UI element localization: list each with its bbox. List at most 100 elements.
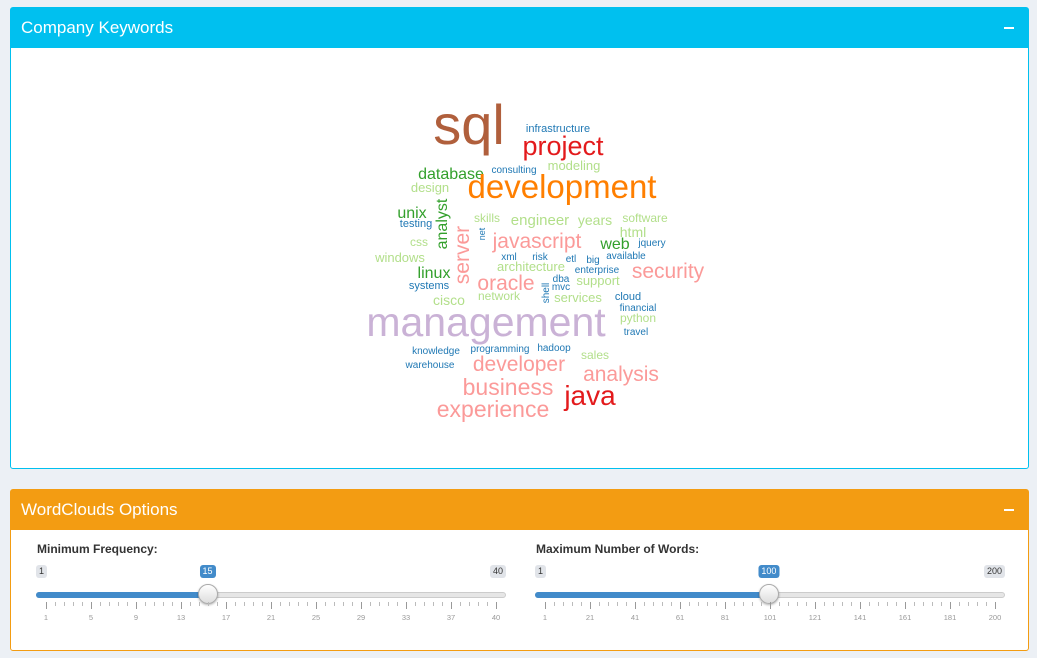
word-programming: programming bbox=[471, 344, 530, 355]
slider-tick bbox=[635, 602, 636, 609]
slider-tick bbox=[554, 602, 555, 606]
slider-tick-label: 41 bbox=[630, 613, 640, 622]
word-years: years bbox=[578, 212, 612, 228]
slider-tick bbox=[46, 602, 47, 609]
slider-handle[interactable] bbox=[197, 584, 218, 604]
word-cloud: cloud bbox=[615, 291, 641, 303]
slider-tick bbox=[626, 602, 627, 606]
slider-tick bbox=[100, 602, 101, 606]
slider-tick bbox=[298, 602, 299, 606]
slider-tick bbox=[878, 602, 879, 606]
word-software: software bbox=[622, 211, 668, 225]
min-frequency-slider[interactable]: 1 40 15 1 5 9 13 17 21 25 29 33 37 40 bbox=[36, 562, 506, 632]
slider-tick bbox=[644, 602, 645, 606]
slider-tick bbox=[617, 602, 618, 606]
minus-icon[interactable] bbox=[1000, 501, 1018, 519]
slider-tick bbox=[581, 602, 582, 606]
word-enterprise: enterprise bbox=[575, 265, 620, 276]
slider-tick bbox=[424, 602, 425, 606]
slider-tick bbox=[860, 602, 861, 609]
word-management: management bbox=[366, 299, 606, 345]
slider-tick bbox=[572, 602, 573, 606]
wordclouds-options-box: WordClouds Options Minimum Frequency: 1 … bbox=[10, 489, 1029, 651]
word-testing: testing bbox=[400, 218, 432, 230]
slider-tick bbox=[415, 602, 416, 606]
word-dba: dba bbox=[553, 274, 570, 285]
word-oracle: oracle bbox=[477, 272, 534, 295]
max-words-label: Maximum Number of Words: bbox=[536, 542, 700, 556]
slider-fill bbox=[36, 592, 208, 598]
word-mvc: mvc bbox=[552, 282, 570, 293]
word-css: css bbox=[410, 235, 428, 249]
slider-tick bbox=[199, 602, 200, 606]
slider-tick-label: 37 bbox=[446, 613, 456, 622]
slider-tick-label: 121 bbox=[808, 613, 822, 622]
slider-tick bbox=[707, 602, 708, 606]
slider-tick bbox=[671, 602, 672, 606]
word-skills: skills bbox=[474, 211, 500, 225]
slider-tick-label: 17 bbox=[221, 613, 231, 622]
slider-tick bbox=[388, 602, 389, 606]
slider-tick bbox=[977, 602, 978, 606]
word-modeling: modeling bbox=[548, 158, 601, 173]
slider-tick bbox=[950, 602, 951, 609]
slider-tick bbox=[815, 602, 816, 609]
word-experience: experience bbox=[437, 396, 550, 422]
slider-tick bbox=[172, 602, 173, 606]
word-analyst: analyst bbox=[434, 198, 451, 249]
max-words-slider[interactable]: 1 200 100 1 21 41 61 81 101 121 141 161 181 200 bbox=[535, 562, 1005, 632]
slider-tick bbox=[406, 602, 407, 609]
word-windows: windows bbox=[374, 250, 425, 265]
slider-tick bbox=[181, 602, 182, 609]
slider-tick bbox=[599, 602, 600, 606]
slider-max-value: 200 bbox=[983, 565, 1005, 578]
slider-tick bbox=[379, 602, 380, 606]
slider-tick-label: 1 bbox=[542, 613, 548, 622]
slider-tick bbox=[779, 602, 780, 606]
slider-tick bbox=[995, 602, 996, 609]
slider-tick bbox=[608, 602, 609, 606]
word-sales: sales bbox=[581, 348, 609, 362]
slider-tick-label: 33 bbox=[401, 613, 411, 622]
word-design: design bbox=[411, 180, 449, 195]
slider-tick bbox=[851, 602, 852, 606]
slider-min-value: 1 bbox=[36, 565, 48, 578]
word-infrastructure: infrastructure bbox=[526, 123, 590, 135]
word-sql: sql bbox=[433, 93, 505, 156]
slider-tick bbox=[590, 602, 591, 609]
slider-tick bbox=[725, 602, 726, 609]
slider-tick-label: 200 bbox=[988, 613, 1002, 622]
slider-tick bbox=[842, 602, 843, 606]
slider-tick bbox=[469, 602, 470, 606]
slider-tick bbox=[887, 602, 888, 606]
slider-tick bbox=[280, 602, 281, 606]
word-database: database bbox=[418, 166, 484, 183]
slider-tick bbox=[73, 602, 74, 606]
slider-tick bbox=[770, 602, 771, 609]
slider-tick bbox=[932, 602, 933, 606]
slider-tick bbox=[923, 602, 924, 606]
slider-tick bbox=[343, 602, 344, 606]
slider-tick bbox=[361, 602, 362, 609]
slider-tick bbox=[145, 602, 146, 606]
slider-tick bbox=[986, 602, 987, 606]
slider-tick bbox=[824, 602, 825, 606]
slider-min-value: 1 bbox=[535, 565, 547, 578]
word-unix: unix bbox=[397, 205, 426, 222]
slider-tick bbox=[262, 602, 263, 606]
slider-tick bbox=[968, 602, 969, 606]
word-consulting: consulting bbox=[491, 165, 536, 176]
slider-tick bbox=[325, 602, 326, 606]
slider-tick bbox=[496, 602, 497, 609]
slider-tick bbox=[914, 602, 915, 606]
minus-icon[interactable] bbox=[1000, 19, 1018, 37]
slider-tick bbox=[244, 602, 245, 606]
slider-tick bbox=[662, 602, 663, 606]
word-financial: financial bbox=[620, 303, 657, 314]
slider-handle[interactable] bbox=[758, 584, 779, 604]
slider-tick bbox=[653, 602, 654, 606]
slider-tick-label: 25 bbox=[311, 613, 321, 622]
slider-tick bbox=[91, 602, 92, 609]
slider-tick bbox=[154, 602, 155, 606]
slider-tick-label: 141 bbox=[853, 613, 867, 622]
